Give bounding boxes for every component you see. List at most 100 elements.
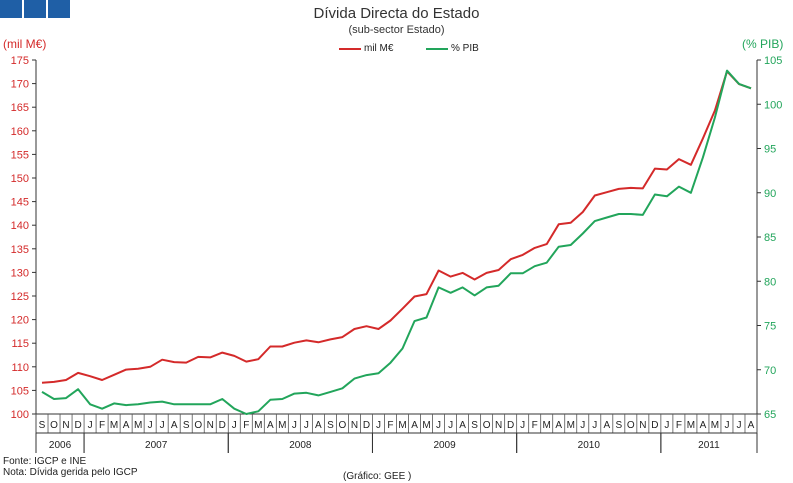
y-left-tick-label: 155: [11, 149, 29, 161]
year-label: 2010: [578, 440, 601, 451]
month-label: A: [603, 420, 610, 431]
month-label: J: [304, 420, 309, 431]
y-right-tick-label: 65: [764, 409, 776, 421]
month-label: N: [207, 420, 214, 431]
y-right-tick-label: 100: [764, 99, 782, 111]
month-label: M: [398, 420, 406, 431]
month-label: M: [110, 420, 118, 431]
month-label: N: [351, 420, 358, 431]
month-label: D: [507, 420, 514, 431]
month-label: J: [292, 420, 297, 431]
month-label: J: [724, 420, 729, 431]
y-left-tick-label: 130: [11, 267, 29, 279]
month-label: J: [436, 420, 441, 431]
month-label: F: [99, 420, 105, 431]
legend-swatch-debt: [339, 47, 361, 50]
source-note: Fonte: IGCP e INE: [3, 456, 87, 467]
month-label: S: [615, 420, 622, 431]
y-right-tick-label: 75: [764, 321, 776, 333]
y-right-tick-label: 70: [764, 365, 776, 377]
month-label: S: [39, 420, 46, 431]
y-left-tick-label: 125: [11, 291, 29, 303]
month-label: N: [62, 420, 69, 431]
month-label: D: [74, 420, 81, 431]
y-right-tick-label: 90: [764, 188, 776, 200]
y-left-tick-label: 145: [11, 197, 29, 209]
month-label: O: [194, 420, 202, 431]
y-right-tick-label: 95: [764, 144, 776, 156]
data-note: Nota: Dívida gerida pelo IGCP: [3, 467, 138, 478]
month-label: S: [327, 420, 334, 431]
month-label: M: [278, 420, 286, 431]
y-left-tick-label: 175: [11, 55, 29, 67]
month-label: J: [520, 420, 525, 431]
month-label: N: [495, 420, 502, 431]
month-label: F: [243, 420, 249, 431]
month-label: O: [483, 420, 491, 431]
legend-label-pib: % PIB: [451, 43, 479, 54]
legend-item-debt: mil M€: [339, 43, 393, 54]
logo-block-1: [0, 0, 22, 18]
y-left-tick-label: 115: [11, 338, 29, 350]
month-label: O: [627, 420, 635, 431]
y-right-tick-label: 80: [764, 276, 776, 288]
month-label: A: [123, 420, 130, 431]
month-label: S: [183, 420, 190, 431]
y-left-tick-label: 110: [11, 362, 29, 374]
series-line-pib: [41, 69, 752, 415]
logo-block-2: [24, 0, 46, 18]
y-left-tick-label: 160: [11, 126, 29, 138]
month-label: A: [171, 420, 178, 431]
month-label: O: [50, 420, 58, 431]
legend-item-pib: % PIB: [426, 43, 479, 54]
month-label: J: [232, 420, 237, 431]
month-label: S: [471, 420, 478, 431]
month-label: M: [543, 420, 551, 431]
year-label: 2009: [433, 440, 456, 451]
year-label: 2011: [698, 440, 720, 451]
month-label: J: [148, 420, 153, 431]
month-label: M: [711, 420, 719, 431]
legend-label-debt: mil M€: [364, 43, 394, 54]
month-label: A: [748, 420, 755, 431]
month-label: M: [687, 420, 695, 431]
month-label: A: [700, 420, 707, 431]
month-label: J: [376, 420, 381, 431]
month-label: M: [422, 420, 430, 431]
year-label: 2006: [49, 440, 72, 451]
month-label: D: [363, 420, 370, 431]
month-label: J: [88, 420, 93, 431]
month-label: F: [387, 420, 393, 431]
y-left-tick-label: 170: [11, 79, 29, 91]
chart-subtitle: (sub-sector Estado): [348, 24, 445, 36]
month-label: J: [580, 420, 585, 431]
month-label: M: [134, 420, 142, 431]
month-label: F: [676, 420, 682, 431]
month-label: J: [448, 420, 453, 431]
chart-title: Dívida Directa do Estado: [313, 5, 480, 22]
y-left-tick-label: 165: [11, 102, 29, 114]
month-label: D: [219, 420, 226, 431]
y-left-tick-label: 120: [11, 315, 29, 327]
year-label: 2007: [145, 440, 168, 451]
y-left-tick-label: 100: [11, 409, 29, 421]
month-label: F: [532, 420, 538, 431]
month-label: J: [664, 420, 669, 431]
year-label: 2008: [289, 440, 312, 451]
y-right-tick-label: 85: [764, 232, 776, 244]
series-line-debt: [41, 70, 752, 384]
month-label: J: [160, 420, 165, 431]
y-right-tick-label: 105: [764, 55, 782, 67]
y-left-tick-label: 140: [11, 220, 29, 232]
month-label: J: [736, 420, 741, 431]
month-label: J: [592, 420, 597, 431]
month-label: A: [315, 420, 322, 431]
month-label: A: [555, 420, 562, 431]
month-label: N: [639, 420, 646, 431]
month-label: D: [651, 420, 658, 431]
month-label: A: [267, 420, 274, 431]
y-left-tick-label: 105: [11, 385, 29, 397]
month-label: A: [411, 420, 418, 431]
month-label: A: [459, 420, 466, 431]
